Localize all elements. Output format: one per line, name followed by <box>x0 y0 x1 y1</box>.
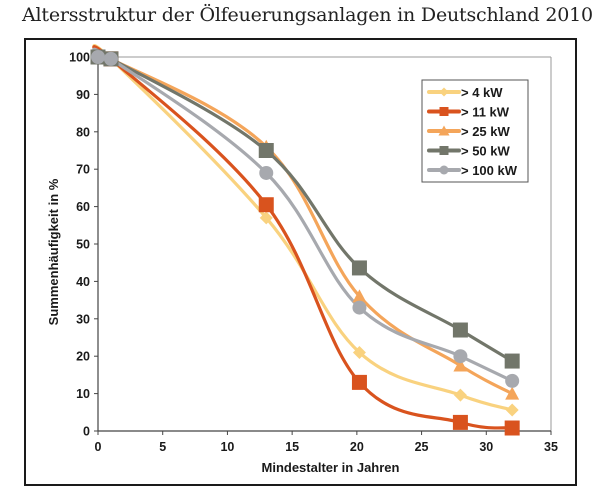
x-tick-label: 10 <box>220 440 234 454</box>
data-point <box>453 349 468 364</box>
legend-label: > 11 kW <box>461 105 510 120</box>
legend-swatch-marker <box>439 107 449 116</box>
data-point <box>258 197 274 213</box>
y-tick-label: 50 <box>76 238 90 252</box>
series-markers <box>91 50 520 388</box>
data-point <box>453 388 467 402</box>
legend-label: > 4 kW <box>461 85 503 100</box>
y-tick-label: 0 <box>83 425 90 439</box>
legend-item: > 25 kW <box>427 124 511 139</box>
x-tick-label: 0 <box>95 440 102 454</box>
chart-frame <box>24 38 577 486</box>
plot-area <box>98 56 552 431</box>
data-point <box>505 403 519 417</box>
legend-item: > 50 kW <box>427 144 511 159</box>
legend-swatch-marker <box>439 87 449 97</box>
x-axis-label: Mindestalter in Jahren <box>262 460 400 475</box>
data-point <box>453 358 468 372</box>
y-tick-label: 20 <box>76 350 90 364</box>
y-tick-label: 60 <box>76 200 90 214</box>
legend-swatch-marker <box>438 125 450 136</box>
y-tick-label: 40 <box>76 275 90 289</box>
data-point <box>352 289 367 303</box>
y-tick-label: 70 <box>76 163 90 177</box>
data-point <box>103 51 118 66</box>
legend-label: > 50 kW <box>461 144 511 159</box>
series-layer <box>90 43 520 436</box>
y-tick-label: 30 <box>76 312 90 326</box>
legend-label: > 100 kW <box>461 163 518 178</box>
y-tick-label: 10 <box>76 387 90 401</box>
data-point <box>259 211 273 225</box>
x-tick-label: 35 <box>544 440 558 454</box>
data-point <box>505 386 520 400</box>
data-point <box>504 353 520 369</box>
x-tick-label: 25 <box>415 440 429 454</box>
x-tick-label: 15 <box>285 440 299 454</box>
data-point <box>452 322 468 338</box>
y-tick-label: 100 <box>69 51 90 65</box>
legend-swatch-marker <box>439 165 449 175</box>
legend-swatch-marker <box>439 146 449 155</box>
x-tick-label: 30 <box>479 440 493 454</box>
legend-item: > 4 kW <box>427 85 503 100</box>
y-axis-label: Summenhäufigkeit in % <box>46 178 61 325</box>
data-point <box>352 345 366 359</box>
data-point <box>259 165 274 180</box>
data-point <box>505 373 520 388</box>
legend-item: > 100 kW <box>427 163 518 178</box>
y-tick-label: 90 <box>76 88 90 102</box>
legend-label: > 25 kW <box>461 124 511 139</box>
data-point <box>351 260 367 276</box>
y-tick-label: 80 <box>76 125 90 139</box>
legend-item: > 11 kW <box>427 105 510 120</box>
x-tick-label: 5 <box>159 440 166 454</box>
data-point <box>352 300 367 315</box>
data-point <box>258 143 274 158</box>
x-tick-label: 20 <box>350 440 364 454</box>
data-point <box>452 414 468 430</box>
data-point <box>91 50 105 64</box>
axes: 0 5 10 15 20 25 30 35 0 10 20 30 40 50 60 70 80 90 100 <box>69 51 558 455</box>
legend: > 4 kW > 11 kW > 25 kW > 50 kW > 100 kW <box>421 79 529 183</box>
data-point <box>351 374 367 390</box>
data-point <box>504 420 520 436</box>
chart-title: Altersstruktur der Ölfeuerungsanlagen in… <box>22 4 593 26</box>
